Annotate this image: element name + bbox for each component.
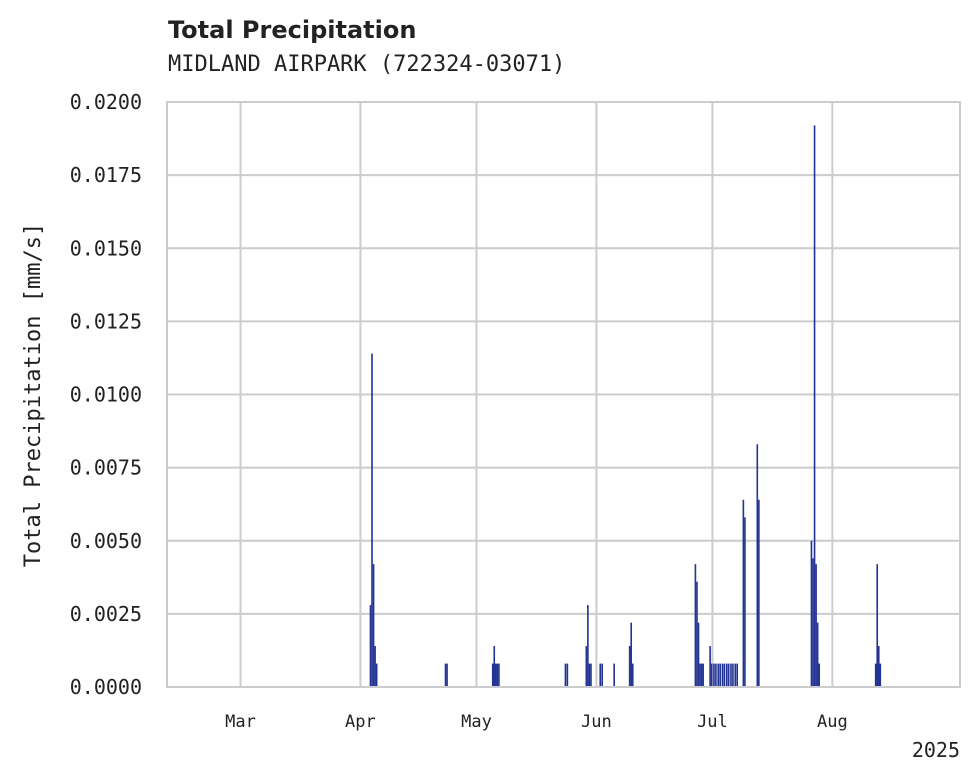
precip-bar bbox=[697, 622, 700, 687]
x-tick-label: Aug bbox=[817, 712, 848, 732]
precip-bar bbox=[736, 663, 738, 687]
precip-bar bbox=[371, 353, 373, 687]
precip-bar bbox=[813, 125, 816, 687]
precip-bar bbox=[710, 663, 713, 687]
year-label: 2025 bbox=[912, 738, 960, 762]
precip-bar bbox=[876, 564, 879, 687]
y-tick-label: 0.0175 bbox=[70, 163, 142, 187]
precip-bar bbox=[874, 663, 877, 687]
precip-bar bbox=[585, 646, 588, 687]
precip-bar bbox=[721, 663, 724, 687]
precip-bar bbox=[613, 663, 615, 687]
precip-bar bbox=[496, 663, 499, 687]
precip-bar bbox=[694, 564, 697, 687]
precip-bar bbox=[631, 663, 634, 687]
precip-bar bbox=[587, 605, 589, 687]
y-tick-label: 0.0125 bbox=[70, 309, 142, 333]
y-tick-labels: 0.0000 0.0025 0.0050 0.0075 0.0100 0.0125 0.01… bbox=[70, 90, 142, 699]
x-tick-label: Jul bbox=[697, 712, 728, 732]
plot-frame bbox=[166, 101, 961, 688]
precip-bar bbox=[700, 663, 703, 687]
precip-bar bbox=[756, 444, 759, 687]
precip-bar bbox=[713, 663, 715, 687]
precip-bar bbox=[816, 622, 819, 687]
y-tick-label: 0.0100 bbox=[70, 383, 142, 407]
chart-subtitle: MIDLAND AIRPARK (722324-03071) bbox=[168, 52, 566, 77]
precipitation-bars bbox=[369, 125, 882, 687]
precip-bar bbox=[564, 663, 567, 687]
precip-bar bbox=[599, 663, 602, 687]
precip-bar bbox=[369, 605, 372, 687]
precip-bar bbox=[810, 540, 813, 687]
y-tick-label: 0.0075 bbox=[70, 456, 142, 480]
precip-bar bbox=[812, 558, 814, 687]
x-tick-label: Jun bbox=[581, 712, 612, 732]
y-tick-label: 0.0000 bbox=[70, 675, 142, 699]
precip-bar bbox=[744, 517, 746, 687]
y-tick-label: 0.0025 bbox=[70, 602, 142, 626]
precip-bar bbox=[630, 622, 633, 687]
y-axis-label: Total Precipitation [mm/s] bbox=[21, 223, 46, 567]
precip-bar bbox=[375, 663, 378, 687]
x-tick-label: Mar bbox=[225, 712, 256, 732]
chart-title: Total Precipitation bbox=[168, 16, 417, 44]
precip-bar bbox=[702, 663, 704, 687]
precip-bar bbox=[566, 663, 569, 687]
precip-bar bbox=[374, 646, 376, 687]
precip-bar bbox=[879, 663, 882, 687]
precip-bar bbox=[628, 646, 631, 687]
precip-bar bbox=[590, 663, 592, 687]
precip-bar bbox=[494, 663, 497, 687]
precip-bar bbox=[730, 663, 732, 687]
precip-bar bbox=[493, 646, 496, 687]
precip-bar bbox=[372, 564, 375, 687]
precip-bar bbox=[498, 663, 500, 687]
x-tick-label: May bbox=[461, 712, 492, 732]
precip-bar bbox=[877, 646, 880, 687]
grid-lines bbox=[167, 101, 960, 688]
precip-bar bbox=[588, 663, 591, 687]
precip-bar bbox=[732, 663, 734, 687]
precip-bar bbox=[818, 663, 821, 687]
precip-bar bbox=[717, 663, 720, 687]
y-tick-label: 0.0150 bbox=[70, 236, 142, 260]
y-tick-label: 0.0200 bbox=[70, 90, 142, 114]
precip-bar bbox=[491, 663, 494, 687]
precip-bar bbox=[742, 499, 745, 687]
precip-bar bbox=[723, 663, 726, 687]
precip-bar bbox=[727, 663, 730, 687]
precip-bar bbox=[725, 663, 728, 687]
y-tick-label: 0.0050 bbox=[70, 529, 142, 553]
precip-bar bbox=[734, 663, 737, 687]
x-tick-labels: Mar Apr May Jun Jul Aug bbox=[225, 712, 848, 732]
precip-bar bbox=[758, 499, 760, 687]
precip-bar bbox=[699, 663, 701, 687]
precip-bar bbox=[696, 581, 698, 687]
precip-bar bbox=[601, 663, 603, 687]
precip-bar bbox=[715, 663, 717, 687]
precip-bar bbox=[815, 564, 817, 687]
precip-bar bbox=[444, 663, 447, 687]
precip-bar bbox=[719, 663, 721, 687]
x-tick-label: Apr bbox=[345, 712, 376, 732]
precip-bar bbox=[446, 663, 448, 687]
precip-bar bbox=[709, 646, 711, 687]
